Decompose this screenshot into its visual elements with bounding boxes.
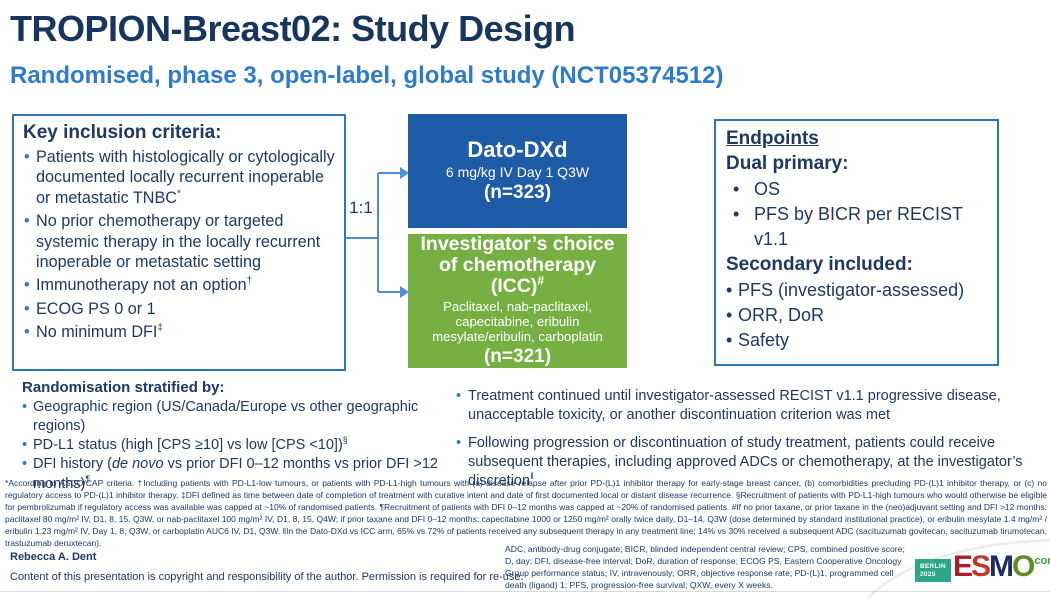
endpoint-pfs-inv: PFS (investigator-assessed): [726, 278, 987, 303]
slide-subtitle: Randomised, phase 3, open-label, global …: [10, 62, 724, 89]
footer-divider: [0, 591, 1050, 592]
inclusion-criteria-title: Key inclusion criteria:: [23, 122, 222, 143]
treatment-notes: Treatment continued until investigator-a…: [455, 387, 1043, 499]
dato-arm-name: Dato-DXd: [467, 137, 568, 163]
inclusion-bullet-ecog: ECOG PS 0 or 1: [23, 299, 336, 320]
inclusion-criteria-box: Key inclusion criteria: Patients with hi…: [12, 114, 346, 371]
inclusion-bullet-tnbc: Patients with histologically or cytologi…: [23, 147, 336, 208]
randomisation-arrows: [345, 167, 409, 298]
stratification-bullet-pdl1: PD-L1 status (high [CPS ≥10] vs low [CPS…: [22, 436, 474, 456]
footnotes-text: *According to ASCO/CAP criteria. †Includ…: [5, 478, 1047, 549]
esmo-wordmark: ESMO: [953, 550, 1035, 583]
icc-arm-n: (n=321): [483, 346, 552, 368]
inclusion-bullet-no-prior-chemo: No prior chemotherapy or targeted system…: [23, 211, 336, 272]
stratification-title: Randomisation stratified by:: [22, 379, 225, 396]
icc-arm-name: Investigator’s choice of chemotherapy (I…: [420, 232, 615, 297]
randomisation-ratio-label: 1:1: [349, 198, 373, 217]
stratification-bullet-dfi: DFI history (de novo vs prior DFI 0–12 m…: [22, 455, 474, 493]
note-subsequent-therapies: Following progression or discontinuation…: [455, 434, 1043, 492]
endpoints-title: Endpoints: [726, 128, 819, 149]
stratification-bullet-region: Geographic region (US/Canada/Europe vs o…: [22, 398, 474, 436]
abbreviations-text: ADC, antibody-drug conjugate; BICR, blin…: [505, 544, 905, 590]
copyright-note: Content of this presentation is copyrigh…: [10, 571, 524, 583]
inclusion-bullet-immunotherapy: Immunotherapy not an option†: [23, 275, 336, 296]
endpoint-os: OS: [726, 177, 987, 202]
arm-dato-dxd-box: Dato-DXd 6 mg/kg IV Day 1 Q3W (n=323): [408, 114, 627, 228]
dato-arm-n: (n=323): [483, 181, 552, 203]
endpoints-box: Endpoints Dual primary: OS PFS by BICR p…: [714, 119, 999, 366]
slide-title: TROPION-Breast02: Study Design: [10, 8, 576, 49]
arm-icc-box: Investigator’s choice of chemotherapy (I…: [408, 232, 627, 368]
endpoints-secondary-label: Secondary included:: [726, 254, 913, 276]
endpoint-orr-dor: ORR, DoR: [726, 303, 987, 328]
icc-arm-drugs: Paclitaxel, nab-paclitaxel, capecitabine…: [432, 298, 603, 345]
esmo-congress-label: congress: [1034, 555, 1050, 567]
dato-arm-dose: 6 mg/kg IV Day 1 Q3W: [445, 163, 590, 180]
stratification-section: Randomisation stratified by: Geographic …: [22, 379, 474, 494]
inclusion-bullet-dfi: No minimum DFI‡: [23, 322, 336, 343]
note-treatment-continued: Treatment continued until investigator-a…: [455, 387, 1043, 426]
esmo-berlin-2025-badge: BERLIN 2025: [915, 559, 951, 583]
endpoints-dual-primary-label: Dual primary:: [726, 153, 849, 174]
endpoint-safety: Safety: [726, 328, 987, 353]
endpoint-pfs-bicr: PFS by BICR per RECIST v1.1: [726, 202, 987, 252]
author-name: Rebecca A. Dent: [10, 551, 97, 563]
